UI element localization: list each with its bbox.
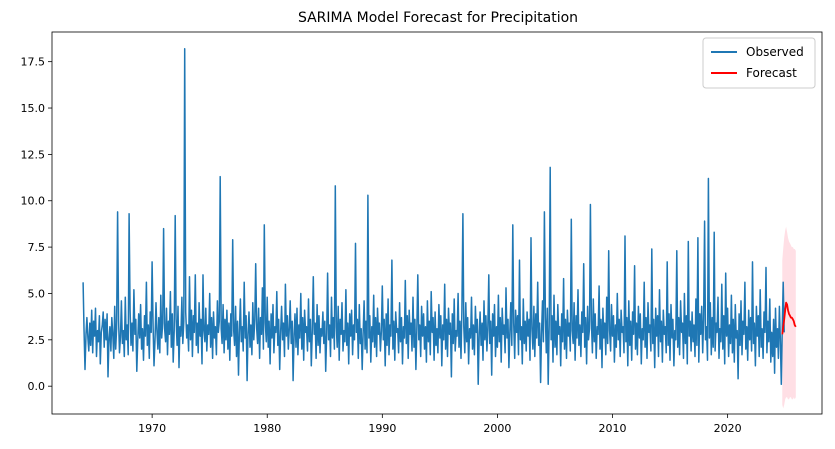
y-tick-label: 5.0: [28, 287, 46, 300]
x-tick-label: 1980: [253, 422, 281, 435]
legend: Observed Forecast: [702, 37, 816, 89]
y-tick-label: 15.0: [21, 102, 46, 115]
chart-title: SARIMA Model Forecast for Precipitation: [298, 10, 578, 26]
legend-box: [702, 37, 816, 89]
legend-label-observed: Observed: [746, 45, 804, 59]
x-tick-label: 1970: [138, 422, 166, 435]
y-tick-label: 2.5: [28, 334, 46, 347]
forecast-confidence-band: [782, 226, 796, 409]
x-tick-label: 2020: [714, 422, 742, 435]
confidence-interval-layer: [782, 226, 796, 409]
y-tick-label: 17.5: [21, 56, 46, 69]
y-tick-label: 7.5: [28, 241, 46, 254]
series-line-observed: [82, 47, 785, 386]
plot-area-frame: [51, 31, 823, 415]
x-tick-label: 1990: [368, 422, 396, 435]
x-tick-label: 2010: [599, 422, 627, 435]
x-tick-label: 2000: [483, 422, 511, 435]
y-tick-label: 12.5: [21, 148, 46, 161]
legend-label-forecast: Forecast: [746, 66, 797, 80]
series-line-forecast: [781, 301, 797, 335]
y-tick-label: 0.0: [28, 380, 46, 393]
axes-layer: 1970 1980 1990 2000 2010 2020 0.0 2.5 5.0 7.5 10.0…: [21, 31, 823, 435]
y-tick-label: 10.0: [21, 195, 46, 208]
series-layer: [82, 47, 797, 386]
